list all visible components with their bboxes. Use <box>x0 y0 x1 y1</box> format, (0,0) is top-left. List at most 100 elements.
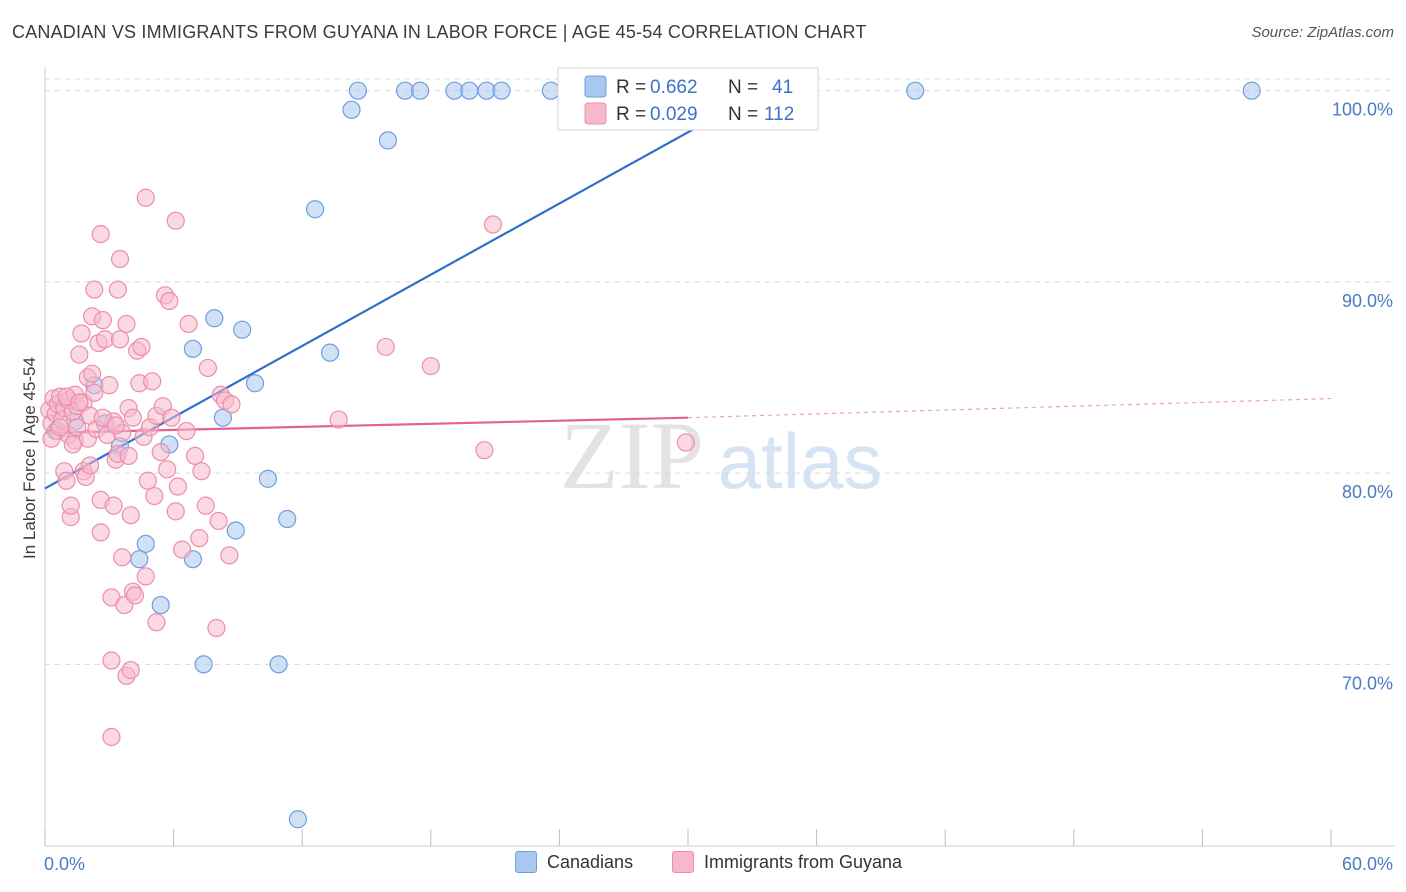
point-guyana <box>91 523 110 542</box>
point-guyana <box>168 477 187 496</box>
stats-r-label-blue: R = <box>616 77 646 98</box>
point-canadians <box>194 655 213 674</box>
point-guyana <box>91 224 110 244</box>
point-guyana <box>63 435 82 454</box>
point-guyana <box>121 660 140 680</box>
point-guyana <box>110 249 130 269</box>
point-guyana <box>166 211 185 230</box>
x-tick-label: 60.0% <box>1342 854 1393 874</box>
point-guyana <box>70 393 89 412</box>
point-guyana <box>121 506 140 525</box>
point-guyana <box>70 345 89 364</box>
point-guyana <box>110 330 130 349</box>
stats-r-label-pink: R = <box>616 104 646 125</box>
point-guyana <box>123 408 142 427</box>
x-tick-labels: 0.0% 60.0% <box>44 854 1393 874</box>
point-canadians <box>288 810 308 829</box>
legend-swatch-pink <box>672 851 694 873</box>
point-canadians <box>320 343 340 362</box>
y-tick-label: 90.0% <box>1342 291 1393 311</box>
stats-r-value-blue: 0.662 <box>650 77 698 98</box>
point-guyana <box>147 613 166 632</box>
point-guyana <box>162 408 181 427</box>
point-guyana <box>158 460 177 479</box>
point-canadians <box>258 469 278 488</box>
grid-lines <box>45 78 1395 665</box>
stats-n-value-pink: 112 <box>764 104 794 125</box>
point-guyana <box>173 540 192 559</box>
stats-n-label-pink: N = <box>728 104 758 125</box>
trend-line-guyana-extension <box>687 397 1332 419</box>
point-canadians <box>245 374 265 393</box>
watermark-atlas: atlas <box>718 417 883 505</box>
point-canadians <box>460 81 479 100</box>
point-canadians <box>342 100 361 119</box>
point-guyana <box>108 280 127 299</box>
bottom-legend: Canadians Immigrants from Guyana <box>0 851 1406 877</box>
point-guyana <box>192 462 211 481</box>
point-guyana <box>179 314 198 334</box>
point-guyana <box>676 433 695 452</box>
point-guyana <box>483 215 503 234</box>
point-guyana <box>85 280 104 299</box>
stats-n-label-blue: N = <box>728 77 758 98</box>
point-guyana <box>198 358 217 378</box>
point-guyana <box>138 471 157 490</box>
point-guyana <box>190 529 209 548</box>
point-guyana <box>106 416 125 435</box>
point-guyana <box>421 356 440 376</box>
point-canadians <box>278 509 297 529</box>
point-canadians <box>378 131 398 150</box>
point-guyana <box>132 337 151 357</box>
point-guyana <box>220 546 239 565</box>
axes <box>44 67 1395 847</box>
point-canadians <box>269 655 288 674</box>
point-guyana <box>102 727 121 747</box>
point-canadians <box>205 309 224 328</box>
point-canadians <box>130 550 149 569</box>
point-guyana <box>100 376 119 395</box>
watermark: ZIP atlas <box>560 402 882 509</box>
point-canadians <box>233 320 252 339</box>
point-guyana <box>329 410 348 429</box>
point-guyana <box>102 651 121 670</box>
point-canadians <box>492 81 511 100</box>
chart-title: CANADIAN VS IMMIGRANTS FROM GUYANA IN LA… <box>12 22 867 42</box>
legend-item-canadians: Canadians <box>515 851 633 873</box>
point-guyana <box>72 324 91 343</box>
point-guyana <box>50 418 70 437</box>
point-guyana <box>166 502 185 521</box>
point-guyana <box>117 314 136 334</box>
point-guyana <box>136 188 155 207</box>
y-tick-labels: 70.0% 80.0% 90.0% 100.0% <box>1332 100 1393 694</box>
point-canadians <box>183 339 202 358</box>
point-guyana <box>85 383 104 402</box>
point-guyana <box>145 486 164 506</box>
point-guyana <box>93 311 112 330</box>
source-attribution: Source: ZipAtlas.com <box>1251 24 1394 41</box>
legend-label-guyana: Immigrants from Guyana <box>704 851 903 872</box>
point-guyana <box>57 471 76 490</box>
point-guyana <box>177 421 196 441</box>
point-canadians <box>1242 81 1261 100</box>
point-guyana <box>207 618 226 638</box>
stats-n-value-blue: 41 <box>772 77 793 98</box>
x-tick-label: 0.0% <box>44 854 85 874</box>
y-axis-label: In Labor Force | Age 45-54 <box>20 357 39 559</box>
point-guyana <box>61 496 80 515</box>
point-guyana <box>196 496 215 515</box>
point-guyana <box>376 337 395 357</box>
point-canadians <box>305 200 325 219</box>
point-guyana <box>119 446 138 466</box>
point-canadians <box>226 521 245 540</box>
point-canadians <box>151 595 170 615</box>
point-guyana <box>143 372 162 391</box>
legend-swatch-blue <box>515 851 537 873</box>
point-canadians <box>906 81 925 100</box>
point-guyana <box>125 586 145 605</box>
point-canadians <box>348 81 368 100</box>
stats-legend: R = 0.662 N = 41 R = 0.029 N = 112 <box>557 67 819 131</box>
stats-r-value-pink: 0.029 <box>650 104 698 125</box>
point-guyana <box>83 364 102 383</box>
